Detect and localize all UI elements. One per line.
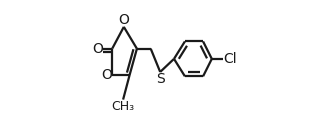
Text: S: S xyxy=(156,72,165,86)
Text: O: O xyxy=(101,68,112,82)
Text: O: O xyxy=(92,42,103,56)
Text: Cl: Cl xyxy=(223,52,237,66)
Text: O: O xyxy=(119,13,129,27)
Text: CH₃: CH₃ xyxy=(112,100,135,113)
